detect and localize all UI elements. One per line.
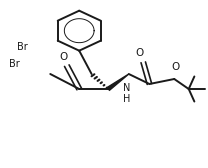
Text: Br: Br (9, 59, 20, 69)
Text: O: O (171, 62, 180, 72)
Text: Br: Br (17, 42, 28, 52)
Polygon shape (107, 74, 129, 90)
Text: O: O (59, 52, 68, 61)
Text: O: O (135, 48, 143, 58)
Text: N
H: N H (123, 83, 130, 104)
